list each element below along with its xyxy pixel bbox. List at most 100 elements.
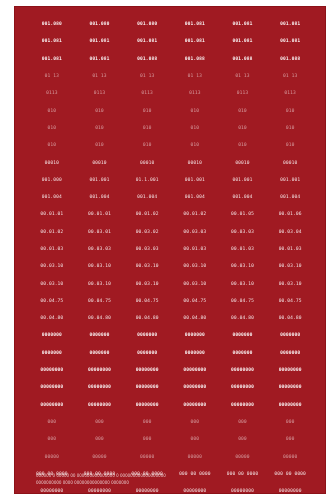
- decal-label: 0000000: [41, 333, 62, 339]
- decal-label: 00010: [187, 160, 202, 166]
- decal-label: 00000000: [88, 489, 111, 495]
- decal-label: 001.088: [184, 56, 205, 62]
- decal-label: 000 00 0000: [83, 471, 116, 477]
- decal-label: 000 00 0000: [131, 471, 163, 477]
- decal-label: 00000: [187, 454, 202, 460]
- decal-label: 010: [95, 125, 104, 131]
- decal-label: 00010: [44, 160, 59, 166]
- footer-line: 000000 0 00000 00 000000000000000 0 0000…: [36, 473, 166, 478]
- label-grid: 001.080 001.080 001.080 001.081 001.081 001.0…: [28, 16, 314, 500]
- decal-label: 000: [142, 437, 152, 443]
- decal-label: 0000000: [184, 350, 205, 356]
- decal-label: 00.03.04: [278, 229, 302, 235]
- decal-label: 001.001: [280, 177, 301, 183]
- decal-label: 000: [238, 437, 247, 443]
- decal-label: 000: [47, 419, 57, 425]
- decal-label: 010: [285, 108, 295, 114]
- decal-label: 000: [142, 419, 152, 425]
- decal-label: 0000000: [280, 350, 301, 356]
- decal-label: 00.03.03: [231, 229, 254, 235]
- decal-label: 00010: [235, 160, 250, 166]
- decal-label: 00000: [44, 454, 59, 460]
- decal-label: 001.081: [184, 39, 205, 45]
- decal-label: 00000000: [40, 368, 64, 374]
- decal-label: 010: [190, 143, 200, 149]
- decal-label: 00.04.75: [135, 298, 159, 304]
- decal-label: 0113: [46, 91, 58, 97]
- decal-label: 00000: [235, 454, 250, 460]
- decal-label: 00000000: [183, 402, 207, 408]
- decal-label: 00.03.03: [135, 247, 159, 252]
- decal-label: 00.03.10: [40, 281, 64, 287]
- decal-label: 00000000: [135, 385, 159, 391]
- decal-label: 000: [190, 437, 200, 443]
- decal-label: 00000: [139, 454, 155, 460]
- decal-label: 000: [285, 419, 295, 425]
- decal-label: 00.03.10: [183, 264, 207, 270]
- decal-label: 00.04.80: [231, 316, 254, 322]
- decal-label: 00.03.10: [135, 281, 159, 287]
- decal-label: 001.004: [280, 195, 301, 201]
- decal-sheet: 001.080 001.080 001.080 001.081 001.081 001.0…: [14, 6, 326, 494]
- decal-label: 01 13: [282, 74, 298, 80]
- decal-label: 001.001: [89, 177, 110, 183]
- decal-label: 000: [238, 419, 247, 425]
- decal-label: 00.01.06: [278, 212, 302, 218]
- decal-label: 001.001: [232, 177, 253, 183]
- decal-label: 00.01.05: [231, 212, 254, 218]
- decal-label: 00000000: [278, 368, 302, 374]
- decal-label: 010: [95, 143, 104, 149]
- decal-label: 001.088: [280, 56, 301, 62]
- decal-label: 00.03.10: [88, 264, 111, 270]
- decal-label: 010: [47, 108, 57, 114]
- decal-label: 000: [47, 437, 57, 443]
- decal-label: 001.081: [232, 22, 253, 28]
- decal-label: 00000: [92, 454, 107, 460]
- decal-label: 00.04.75: [231, 298, 254, 304]
- decal-label: 00.03.02: [135, 229, 159, 235]
- decal-label: 00.03.10: [231, 264, 254, 270]
- decal-label: 00000000: [278, 489, 302, 495]
- decal-label: 001.081: [280, 22, 301, 28]
- decal-label: 01 13: [235, 74, 250, 80]
- decal-label: 00.04.80: [183, 316, 207, 322]
- decal-label: 010: [47, 143, 57, 149]
- decal-label: 00000000: [40, 489, 64, 495]
- decal-label: 00.03.10: [278, 264, 302, 270]
- decal-label: 001.081: [41, 56, 62, 62]
- decal-label: 010: [47, 125, 57, 131]
- decal-label: 00000000: [135, 368, 159, 374]
- decal-label: 000 00 0000: [36, 471, 68, 477]
- decal-label: 00.03.03: [183, 229, 207, 235]
- decal-label: 00.01.03: [278, 247, 302, 252]
- decal-label: 00.04.75: [278, 298, 302, 304]
- sheet-footer-text: 000000 0 00000 00 000000000000000 0 0000…: [36, 472, 326, 486]
- decal-label: 010: [95, 108, 104, 114]
- decal-label: 00.03.03: [88, 247, 111, 252]
- decal-label: 0113: [284, 91, 296, 97]
- decal-label: 010: [142, 143, 152, 149]
- decal-label: 001.080: [89, 22, 110, 28]
- decal-label: 0000000: [89, 333, 110, 339]
- decal-label: 000: [190, 419, 200, 425]
- decal-label: 00.03.10: [40, 264, 64, 270]
- decal-label: 0113: [236, 91, 249, 97]
- decal-label: 01 13: [187, 74, 202, 80]
- decal-label: 01.1.001: [135, 177, 159, 183]
- decal-label: 00000000: [183, 489, 207, 495]
- decal-label: 00.01.01: [88, 212, 111, 218]
- decal-label: 0000000: [137, 350, 158, 356]
- decal-label: 00000000: [135, 402, 159, 408]
- decal-label: 010: [142, 108, 152, 114]
- decal-label: 001.081: [137, 39, 158, 45]
- decal-label: 0000000: [184, 333, 205, 339]
- decal-label: 0000000: [41, 350, 62, 356]
- decal-label: 0000000: [280, 333, 301, 339]
- decal-label: 00.04.75: [40, 298, 64, 304]
- decal-label: 00000000: [231, 489, 254, 495]
- decal-label: 00000000: [40, 385, 64, 391]
- decal-label: 00000000: [40, 402, 64, 408]
- decal-label: 00.01.03: [231, 247, 254, 252]
- footer-line: 0000000000 0000 00000000000000 0000000: [36, 480, 129, 485]
- decal-label: 00000000: [231, 385, 254, 391]
